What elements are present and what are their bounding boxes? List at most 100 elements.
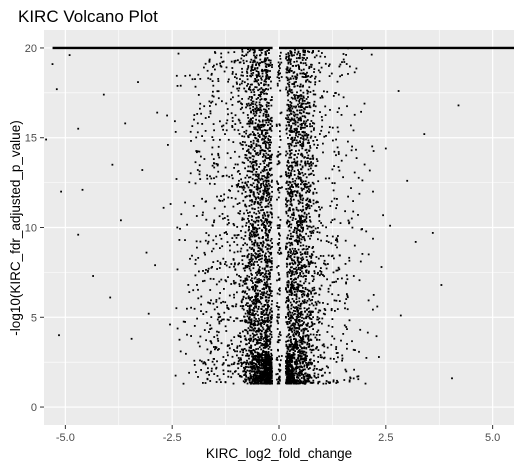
data-point bbox=[250, 67, 253, 70]
data-point bbox=[229, 316, 232, 319]
data-point bbox=[262, 242, 265, 244]
data-point bbox=[306, 206, 309, 209]
data-point bbox=[259, 62, 262, 64]
data-point bbox=[308, 343, 311, 345]
data-point bbox=[265, 189, 268, 192]
data-point bbox=[244, 338, 247, 341]
data-point bbox=[267, 119, 270, 121]
data-point bbox=[230, 339, 233, 342]
data-point bbox=[209, 277, 212, 280]
data-point bbox=[318, 321, 320, 324]
data-point bbox=[267, 107, 270, 110]
data-point bbox=[357, 214, 359, 216]
data-point bbox=[337, 356, 339, 359]
data-point bbox=[260, 260, 263, 263]
data-point bbox=[233, 128, 236, 131]
data-point bbox=[268, 244, 271, 247]
data-point bbox=[324, 313, 326, 316]
data-point bbox=[287, 52, 290, 54]
data-point bbox=[313, 292, 316, 295]
data-point bbox=[295, 105, 297, 108]
data-point bbox=[292, 208, 294, 211]
data-point bbox=[286, 271, 289, 274]
data-point bbox=[326, 278, 328, 281]
data-point bbox=[238, 179, 240, 182]
data-point bbox=[176, 268, 179, 271]
data-point bbox=[236, 203, 239, 205]
data-point bbox=[251, 161, 254, 163]
data-point bbox=[304, 73, 307, 75]
data-point bbox=[303, 54, 306, 56]
data-point bbox=[294, 340, 297, 342]
data-point bbox=[185, 352, 187, 355]
data-point bbox=[289, 154, 291, 156]
data-point bbox=[289, 268, 291, 271]
data-point bbox=[245, 378, 248, 381]
data-point bbox=[256, 173, 259, 176]
data-point bbox=[190, 306, 192, 309]
data-point bbox=[295, 341, 297, 344]
data-point bbox=[252, 349, 255, 352]
data-point bbox=[266, 243, 269, 246]
data-point bbox=[311, 275, 313, 277]
data-point bbox=[312, 162, 314, 165]
data-point bbox=[342, 333, 345, 335]
data-point bbox=[308, 307, 310, 310]
data-point bbox=[239, 173, 241, 175]
data-point bbox=[290, 307, 293, 310]
data-point bbox=[162, 206, 165, 209]
data-point bbox=[245, 297, 247, 300]
data-point bbox=[246, 114, 249, 116]
data-point bbox=[255, 301, 258, 304]
data-point bbox=[223, 70, 226, 73]
data-point bbox=[304, 334, 307, 337]
data-point bbox=[332, 379, 335, 382]
data-point bbox=[325, 365, 328, 368]
data-point bbox=[58, 334, 60, 337]
data-point bbox=[296, 313, 299, 316]
data-point bbox=[301, 236, 304, 238]
data-point bbox=[287, 90, 289, 93]
data-point bbox=[271, 242, 273, 244]
data-point bbox=[266, 70, 269, 73]
data-point bbox=[296, 361, 298, 364]
data-point bbox=[309, 145, 311, 147]
data-point bbox=[242, 380, 245, 383]
data-point bbox=[345, 154, 348, 157]
data-point bbox=[295, 185, 298, 188]
data-point bbox=[270, 349, 273, 351]
data-point bbox=[260, 183, 263, 185]
data-point bbox=[292, 97, 294, 100]
data-point bbox=[237, 184, 239, 187]
data-point bbox=[290, 281, 293, 284]
data-point bbox=[238, 202, 241, 204]
data-point bbox=[372, 294, 375, 296]
data-point bbox=[266, 105, 268, 108]
data-point bbox=[285, 53, 288, 56]
data-point bbox=[262, 378, 265, 381]
data-point bbox=[301, 59, 304, 61]
data-point bbox=[247, 321, 249, 324]
data-point bbox=[304, 353, 307, 356]
data-point bbox=[302, 275, 305, 278]
data-point bbox=[203, 139, 206, 142]
data-point bbox=[263, 92, 265, 95]
data-point bbox=[177, 52, 180, 55]
data-point bbox=[190, 335, 192, 337]
data-point bbox=[316, 231, 319, 233]
data-point bbox=[263, 60, 266, 63]
data-point bbox=[337, 130, 340, 133]
data-point bbox=[237, 182, 240, 185]
data-point bbox=[265, 272, 267, 275]
data-point bbox=[226, 119, 229, 122]
data-point bbox=[326, 331, 329, 333]
data-point bbox=[228, 294, 231, 297]
data-point bbox=[213, 129, 215, 132]
data-point bbox=[266, 179, 268, 182]
data-point bbox=[194, 78, 196, 80]
data-point bbox=[222, 175, 225, 177]
data-point bbox=[262, 244, 264, 246]
data-point bbox=[243, 55, 245, 57]
data-point bbox=[255, 229, 258, 232]
data-point bbox=[291, 243, 294, 246]
